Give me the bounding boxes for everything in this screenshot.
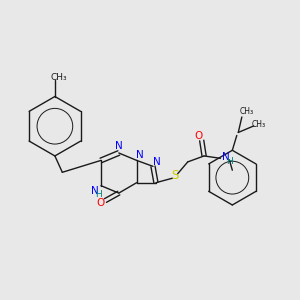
Text: N: N <box>153 157 160 167</box>
Text: H: H <box>95 190 102 199</box>
Text: CH₃: CH₃ <box>252 120 266 129</box>
Text: N: N <box>136 150 143 160</box>
Text: N: N <box>91 186 98 196</box>
Text: S: S <box>172 169 179 182</box>
Text: N: N <box>115 141 123 152</box>
Text: O: O <box>96 199 104 208</box>
Text: O: O <box>194 131 202 141</box>
Text: H: H <box>226 157 233 166</box>
Text: CH₃: CH₃ <box>239 107 254 116</box>
Text: N: N <box>222 152 230 162</box>
Text: CH₃: CH₃ <box>50 73 67 82</box>
